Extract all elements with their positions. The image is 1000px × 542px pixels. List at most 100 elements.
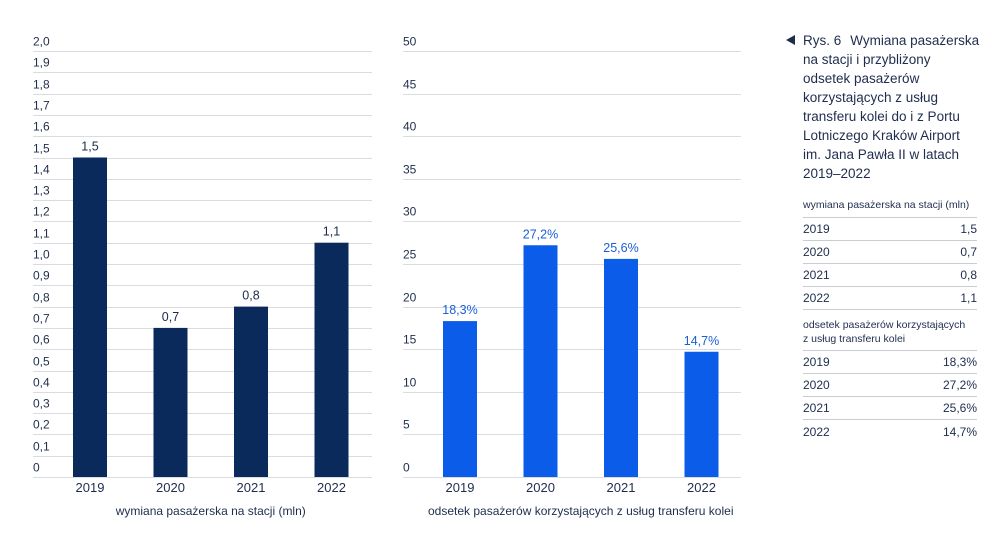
table-row: 2020 27,2%	[803, 374, 977, 397]
year-cell: 2021	[803, 401, 830, 415]
caption-line-text: Wymiana pasażerska	[850, 33, 980, 48]
table-section-header: odsetek pasażerów korzystających z usług…	[803, 310, 977, 351]
value-cell: 14,7%	[942, 424, 977, 439]
y-tick-label: 1,8	[33, 78, 50, 92]
caption-line: im. Jana Pawła II w latach	[803, 147, 960, 162]
data-label-2022: 14,7%	[684, 334, 719, 348]
bar-2020	[153, 327, 188, 477]
y-tick-label: 1,6	[33, 120, 50, 134]
figure-number: Rys. 6	[803, 33, 842, 48]
y-tick-label: 20	[403, 291, 417, 305]
y-tick-label: 0,5	[33, 355, 50, 369]
y-tick-label: 0,3	[33, 397, 50, 411]
data-label-2019: 18,3%	[442, 303, 477, 317]
bar-2022	[314, 242, 349, 477]
bar-2019	[73, 157, 107, 477]
y-tick-label: 30	[403, 205, 417, 219]
caption-line: transferu kolei do i z Portu	[803, 109, 960, 124]
x-axis-title: odsetek pasażerów korzystających z usług…	[428, 504, 733, 518]
y-tick-label: 10	[403, 376, 417, 390]
y-tick-label: 1,4	[33, 163, 50, 177]
bar-2021	[604, 258, 638, 477]
table-row: 2021 0,8	[803, 264, 977, 287]
year-cell: 2022	[803, 291, 830, 305]
y-tick-label: 0,4	[33, 376, 50, 390]
y-tick-label: 45	[403, 78, 417, 92]
y-tick-label: 1,9	[33, 56, 50, 70]
value-cell: 0,7	[960, 245, 977, 259]
caption-line: 2019–2022	[803, 166, 871, 181]
table-row: 2021 25,6%	[803, 397, 977, 420]
table-section-rail-transfer-share: odsetek pasażerów korzystających z usług…	[803, 310, 977, 443]
y-tick-label: 5	[403, 418, 410, 432]
x-tick-label: 2022	[687, 480, 716, 495]
value-cell: 27,2%	[942, 378, 977, 392]
y-tick-label: 0	[33, 461, 40, 475]
y-tick-label: 0	[403, 461, 410, 475]
y-tick-label: 1,2	[33, 205, 50, 219]
y-tick-label: 0,7	[33, 312, 50, 326]
data-label-2020: 0,7	[162, 310, 179, 324]
y-tick-label: 15	[403, 333, 417, 347]
year-cell: 2019	[803, 222, 830, 236]
y-tick-label: 50	[403, 35, 417, 49]
bar-2021	[234, 306, 268, 477]
x-tick-label: 2020	[526, 480, 555, 495]
x-axis-title: wymiana pasażerska na stacji (mln)	[115, 504, 306, 518]
table-header-line: odsetek pasażerów korzystających	[803, 319, 966, 331]
y-tick-label: 0,1	[33, 440, 50, 454]
caption-line: na stacji i przybliżony	[803, 52, 931, 67]
table-row: 2022 1,1	[803, 287, 977, 310]
table-row: 2019 1,5	[803, 218, 977, 241]
y-tick-label: 1,7	[33, 99, 50, 113]
bar-2022	[684, 351, 719, 477]
y-tick-label: 0,9	[33, 269, 50, 283]
y-tick-label: 1,1	[33, 227, 50, 241]
caption-line: korzystających z usług	[803, 90, 939, 105]
data-table: wymiana pasażerska na stacji (mln) 2019 …	[803, 194, 977, 443]
y-tick-label: 2,0	[33, 35, 50, 49]
triangle-left-icon	[786, 35, 795, 45]
table-row: 2020 0,7	[803, 241, 977, 264]
value-cell: 25,6%	[942, 401, 977, 415]
bar-2020	[523, 245, 558, 477]
value-cell: 1,1	[960, 291, 977, 305]
rail-transfer-share-chart: 0 5 10 15 20 25 30 35 40 45 50 18,3% 2019 27,2% 2020 25…	[403, 35, 741, 518]
charts-canvas: 0 0,1 0,2 0,3 0,4 0,5 0,6 0,7 0,8 0,9 1,0 1,1 1,2 1,3…	[33, 35, 741, 518]
year-cell: 2020	[803, 245, 830, 259]
y-tick-label: 0,6	[33, 333, 50, 347]
value-cell: 1,5	[960, 222, 977, 236]
caption-line: Lotniczego Kraków Airport	[803, 128, 960, 143]
year-cell: 2020	[803, 378, 830, 392]
data-label-2022: 1,1	[323, 225, 340, 239]
data-label-2019: 1,5	[81, 140, 98, 154]
data-label-2021: 25,6%	[603, 241, 638, 255]
x-tick-label: 2021	[237, 480, 266, 495]
y-tick-label: 35	[403, 163, 417, 177]
bar-2019	[443, 321, 477, 477]
y-tick-label: 0,2	[33, 418, 50, 432]
y-tick-label: 0,8	[33, 291, 50, 305]
year-cell: 2019	[803, 355, 830, 369]
table-header-line: wymiana pasażerska na stacji (mln)	[803, 199, 970, 211]
data-label-2021: 0,8	[242, 289, 259, 303]
y-tick-label: 1,3	[33, 184, 50, 198]
data-label-2020: 27,2%	[523, 227, 558, 241]
x-tick-label: 2021	[607, 480, 636, 495]
table-row: 2022 14,7%	[803, 420, 977, 443]
y-tick-label: 1,0	[33, 248, 50, 262]
figure-caption: Rys. 6 Wymiana pasażerska na stacji i prz…	[803, 31, 983, 183]
table-section-passenger-exchange: wymiana pasażerska na stacji (mln) 2019 …	[803, 194, 977, 310]
x-tick-label: 2022	[317, 480, 346, 495]
year-cell: 2022	[803, 424, 830, 439]
table-header-line: z usług transferu kolei	[803, 333, 906, 345]
x-tick-label: 2019	[446, 480, 475, 495]
caption-line: odsetek pasażerów	[803, 71, 920, 86]
y-tick-label: 25	[403, 248, 417, 262]
y-tick-label: 1,5	[33, 142, 50, 156]
value-cell: 0,8	[960, 268, 977, 282]
x-tick-label: 2020	[156, 480, 185, 495]
value-cell: 18,3%	[942, 355, 977, 369]
passenger-exchange-chart: 0 0,1 0,2 0,3 0,4 0,5 0,6 0,7 0,8 0,9 1,0 1,1 1,2 1,3…	[33, 35, 372, 518]
